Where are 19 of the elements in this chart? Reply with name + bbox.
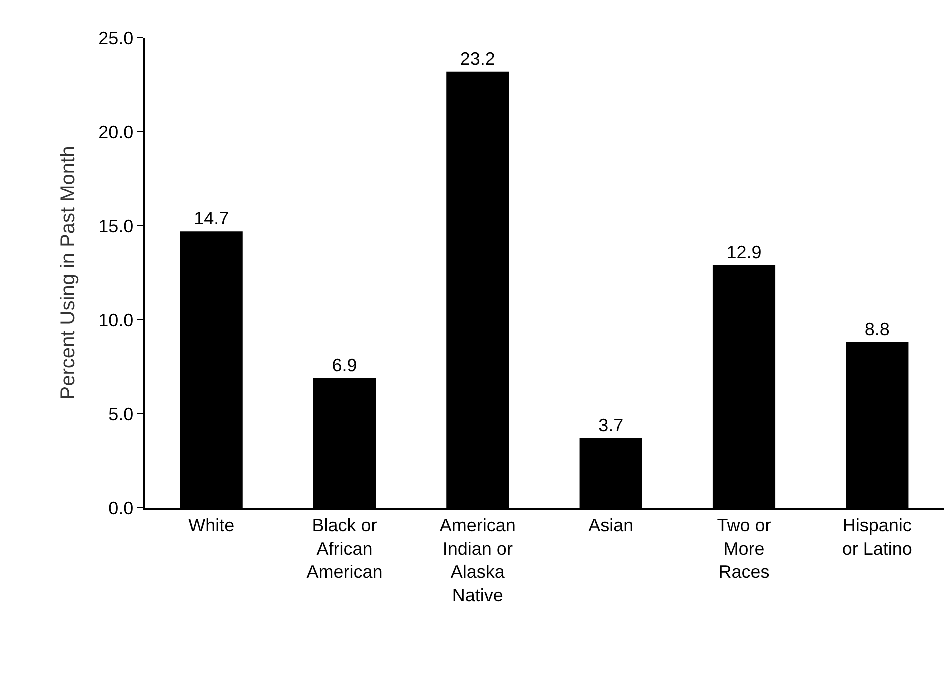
x-tick-label: Two or More Races (717, 515, 772, 582)
data-label: 8.8 (864, 320, 890, 340)
y-tick-label: 15.0 (98, 216, 134, 236)
data-label: 3.7 (598, 415, 624, 436)
data-label: 14.7 (194, 208, 230, 229)
x-tick-label: White (188, 515, 235, 536)
data-label: 23.2 (460, 48, 496, 69)
x-tick-label: Black or African American (306, 515, 383, 582)
x-tick-label: Hispanic or Latino (842, 515, 912, 559)
y-axis-title: Percent Using in Past Month (58, 146, 80, 400)
data-label: 12.9 (726, 242, 762, 262)
data-label: 6.9 (332, 355, 358, 376)
y-tick-label: 25.0 (98, 28, 134, 48)
x-tick-label: Asian (588, 515, 634, 536)
x-tick-label: American Indian or Alaska Native (440, 515, 516, 606)
y-tick-label: 0.0 (108, 498, 134, 518)
y-tick-label: 5.0 (108, 404, 134, 424)
y-tick-label: 10.0 (98, 310, 134, 330)
y-tick-label: 20.0 (98, 122, 134, 142)
